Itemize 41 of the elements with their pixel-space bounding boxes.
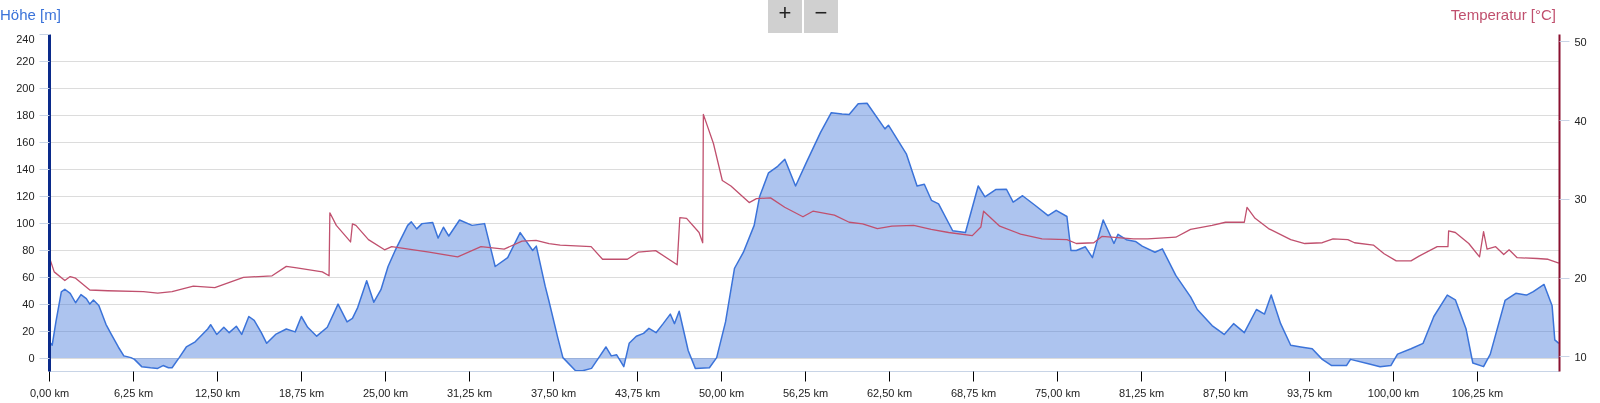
x-tick-label: 100,00 km bbox=[1367, 386, 1420, 399]
x-tick-label: 18,75 km bbox=[278, 386, 325, 399]
y-tick-label: 240 bbox=[16, 32, 35, 45]
x-tick-label: 25,00 km bbox=[362, 386, 409, 399]
y2-tick-label: 30 bbox=[1574, 193, 1587, 206]
x-tick-label: 81,25 km bbox=[1118, 386, 1165, 399]
x-tick-label: 62,50 km bbox=[866, 386, 913, 399]
y-tick-label: 160 bbox=[16, 136, 35, 149]
x-tick-label: 31,25 km bbox=[446, 386, 493, 399]
y-tick-label: 220 bbox=[16, 55, 35, 68]
y-tick-label: 80 bbox=[22, 244, 35, 257]
y-tick-label: 20 bbox=[22, 325, 35, 338]
y2-tick-label: 10 bbox=[1574, 350, 1587, 363]
y2-tick-label: 50 bbox=[1574, 35, 1587, 48]
x-tick-label: 56,25 km bbox=[782, 386, 829, 399]
x-tick-label: 68,75 km bbox=[950, 386, 997, 399]
y-tick-label: 200 bbox=[16, 82, 35, 95]
x-tick-label: 106,25 km bbox=[1451, 386, 1504, 399]
x-tick-label: 37,50 km bbox=[530, 386, 577, 399]
y-tick-label: 120 bbox=[16, 190, 35, 203]
text: + bbox=[768, 0, 802, 33]
y-tick-label: 60 bbox=[22, 271, 35, 284]
x-tick-label: 75,00 km bbox=[1034, 386, 1081, 399]
y-axis-title: Höhe [m] bbox=[0, 6, 61, 23]
y-tick-label: 180 bbox=[16, 109, 35, 122]
x-tick-label: 0,00 km bbox=[29, 386, 70, 399]
y-tick-label: 100 bbox=[16, 217, 35, 230]
y-tick-label: 40 bbox=[22, 298, 35, 311]
y-tick-label: 0 bbox=[28, 352, 35, 365]
x-tick-label: 6,25 km bbox=[113, 386, 154, 399]
text: − bbox=[804, 0, 838, 33]
x-tick-label: 93,75 km bbox=[1286, 386, 1333, 399]
y-tick-label: 140 bbox=[16, 163, 35, 176]
y2-axis-title: Temperatur [°C] bbox=[1450, 6, 1556, 23]
y2-tick-label: 40 bbox=[1574, 114, 1587, 127]
x-tick-label: 50,00 km bbox=[698, 386, 745, 399]
x-tick-label: 87,50 km bbox=[1202, 386, 1249, 399]
x-tick-label: 12,50 km bbox=[194, 386, 241, 399]
y2-tick-label: 20 bbox=[1574, 272, 1587, 285]
x-tick-label: 43,75 km bbox=[614, 386, 661, 399]
line-series bbox=[49, 113, 1560, 294]
